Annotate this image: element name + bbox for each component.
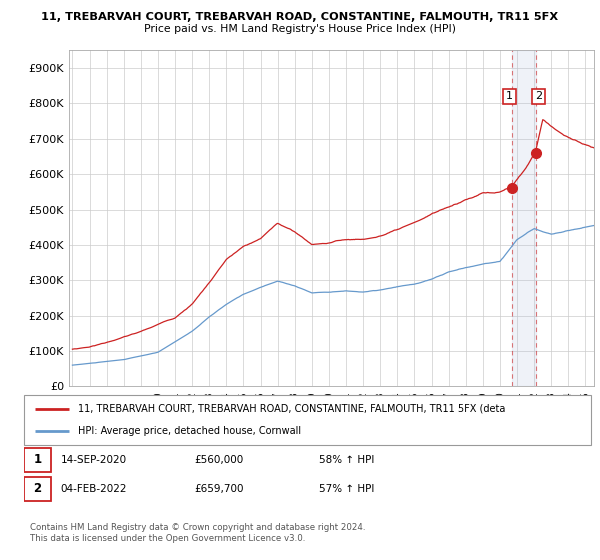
Text: 11, TREBARVAH COURT, TREBARVAH ROAD, CONSTANTINE, FALMOUTH, TR11 5FX (deta: 11, TREBARVAH COURT, TREBARVAH ROAD, CON… [78, 404, 505, 414]
Text: 14-SEP-2020: 14-SEP-2020 [61, 455, 127, 465]
Bar [512, 50, 536, 386]
Text: 1: 1 [506, 91, 513, 101]
Text: 1: 1 [34, 453, 41, 466]
Text: 2: 2 [535, 91, 542, 101]
Text: 11, TREBARVAH COURT, TREBARVAH ROAD, CONSTANTINE, FALMOUTH, TR11 5FX: 11, TREBARVAH COURT, TREBARVAH ROAD, CON… [41, 12, 559, 22]
Text: 58% ↑ HPI: 58% ↑ HPI [319, 455, 374, 465]
FancyBboxPatch shape [24, 395, 591, 445]
FancyBboxPatch shape [24, 447, 51, 472]
FancyBboxPatch shape [24, 477, 51, 501]
Text: £659,700: £659,700 [194, 484, 244, 494]
Text: HPI: Average price, detached house, Cornwall: HPI: Average price, detached house, Corn… [78, 426, 301, 436]
Text: 2: 2 [34, 482, 41, 496]
Text: £560,000: £560,000 [194, 455, 244, 465]
Text: 04-FEB-2022: 04-FEB-2022 [61, 484, 127, 494]
Text: Contains HM Land Registry data © Crown copyright and database right 2024.
This d: Contains HM Land Registry data © Crown c… [29, 524, 365, 543]
Text: 57% ↑ HPI: 57% ↑ HPI [319, 484, 374, 494]
Text: Price paid vs. HM Land Registry's House Price Index (HPI): Price paid vs. HM Land Registry's House … [144, 24, 456, 34]
